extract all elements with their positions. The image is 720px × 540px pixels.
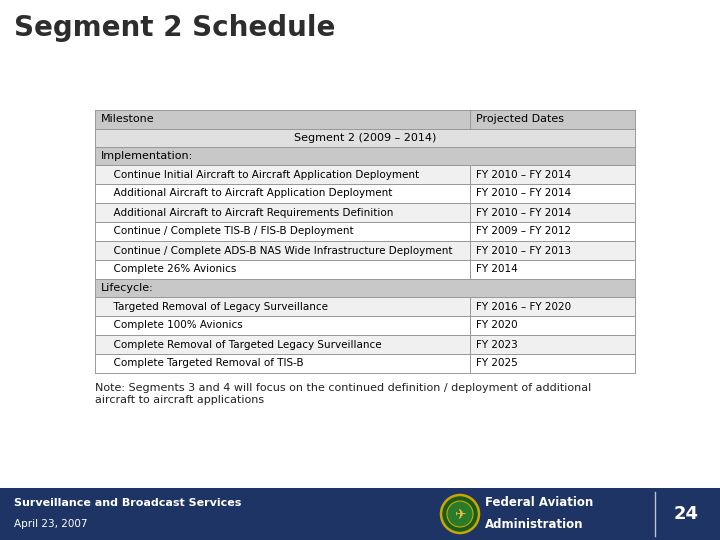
Text: FY 2016 – FY 2020: FY 2016 – FY 2020 [477,301,572,312]
Circle shape [447,501,473,527]
Text: Lifecycle:: Lifecycle: [101,283,154,293]
Text: Targeted Removal of Legacy Surveillance: Targeted Removal of Legacy Surveillance [107,301,328,312]
Text: Additional Aircraft to Aircraft Application Deployment: Additional Aircraft to Aircraft Applicat… [107,188,392,199]
Bar [95,335,635,354]
Text: 24: 24 [673,505,698,523]
Bar [95,110,635,129]
Text: Complete Removal of Targeted Legacy Surveillance: Complete Removal of Targeted Legacy Surv… [107,340,382,349]
Bar [95,222,635,241]
Text: Segment 2 (2009 – 2014): Segment 2 (2009 – 2014) [294,133,436,143]
Text: FY 2010 – FY 2013: FY 2010 – FY 2013 [477,246,572,255]
Bar [95,279,635,297]
Text: Complete 26% Avionics: Complete 26% Avionics [107,265,236,274]
Text: FY 2010 – FY 2014: FY 2010 – FY 2014 [477,188,572,199]
Bar [95,316,635,335]
Text: FY 2010 – FY 2014: FY 2010 – FY 2014 [477,170,572,179]
Bar [0,488,720,540]
Text: FY 2010 – FY 2014: FY 2010 – FY 2014 [477,207,572,218]
Text: Projected Dates: Projected Dates [477,114,564,125]
Text: Implementation:: Implementation: [101,151,193,161]
Text: Complete Targeted Removal of TIS-B: Complete Targeted Removal of TIS-B [107,359,304,368]
Text: Note: Segments 3 and 4 will focus on the continued definition / deployment of ad: Note: Segments 3 and 4 will focus on the… [95,383,591,404]
Text: Continue / Complete ADS-B NAS Wide Infrastructure Deployment: Continue / Complete ADS-B NAS Wide Infra… [107,246,452,255]
Bar [95,184,635,203]
Bar [95,297,635,316]
Bar [95,354,635,373]
Text: FY 2023: FY 2023 [477,340,518,349]
Text: Additional Aircraft to Aircraft Requirements Definition: Additional Aircraft to Aircraft Requirem… [107,207,393,218]
Text: Federal Aviation: Federal Aviation [485,496,593,509]
Text: ✈: ✈ [454,507,466,521]
Text: FY 2014: FY 2014 [477,265,518,274]
Text: Surveillance and Broadcast Services: Surveillance and Broadcast Services [14,497,241,508]
Circle shape [441,495,479,533]
Text: Complete 100% Avionics: Complete 100% Avionics [107,321,243,330]
Text: April 23, 2007: April 23, 2007 [14,519,88,529]
Bar [95,203,635,222]
Text: FY 2020: FY 2020 [477,321,518,330]
Text: Milestone: Milestone [101,114,155,125]
Bar [95,260,635,279]
Bar [95,165,635,184]
Bar [95,147,635,165]
Text: Continue / Complete TIS-B / FIS-B Deployment: Continue / Complete TIS-B / FIS-B Deploy… [107,226,354,237]
Text: FY 2025: FY 2025 [477,359,518,368]
Text: FY 2009 – FY 2012: FY 2009 – FY 2012 [477,226,572,237]
Text: Segment 2 Schedule: Segment 2 Schedule [14,14,336,42]
Text: Continue Initial Aircraft to Aircraft Application Deployment: Continue Initial Aircraft to Aircraft Ap… [107,170,419,179]
Text: Administration: Administration [485,518,583,531]
Bar [95,241,635,260]
Bar [95,129,635,147]
